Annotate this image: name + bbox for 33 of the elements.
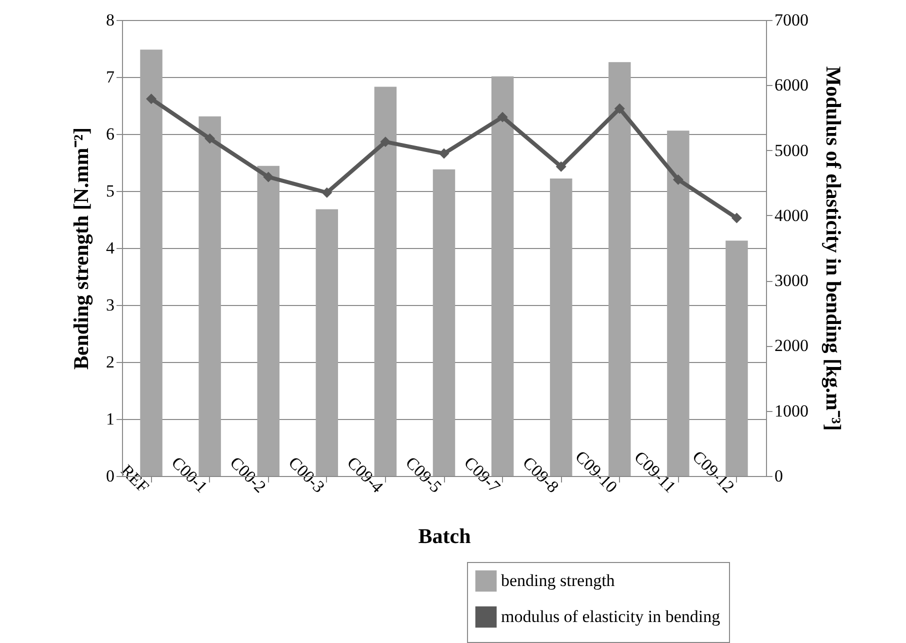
y-tick-label: 5 — [106, 182, 114, 200]
y-tick-label: 6 — [106, 124, 114, 144]
point — [263, 172, 274, 182]
point — [204, 133, 216, 144]
legend-label: modulus of elasticity in bending — [501, 607, 721, 626]
point — [731, 212, 742, 224]
y2-axis-title: Modulus of elasticity in bending [kg.m⁻³] — [822, 66, 846, 431]
y2-tick-label: 0 — [774, 466, 783, 486]
y2-tick-label: 5000 — [774, 140, 808, 160]
y2-tick-label: 4000 — [774, 206, 808, 225]
y-tick-label: 1 — [106, 410, 114, 428]
point — [614, 103, 625, 114]
point — [497, 112, 508, 122]
point — [438, 148, 450, 159]
legend-label: bending strength — [501, 571, 616, 590]
y-axis-title: Bending strength [N.mm⁻²] — [69, 127, 93, 370]
point — [146, 94, 157, 104]
y2-tick-label: 6000 — [774, 76, 808, 95]
point — [380, 136, 391, 148]
x-axis-title: Batch — [418, 524, 472, 548]
y-tick-label: 4 — [106, 238, 115, 258]
y2-tick-label: 2000 — [774, 336, 808, 356]
point — [322, 187, 332, 198]
y2-tick-label: 7000 — [774, 10, 808, 30]
point — [672, 174, 684, 185]
y-tick-label: 3 — [106, 296, 114, 314]
y-tick-label: 8 — [106, 10, 114, 30]
y2-tick-label: 3000 — [774, 271, 808, 290]
point — [556, 161, 566, 172]
y2-tick-label: 1000 — [774, 401, 808, 420]
y-tick-label: 0 — [106, 466, 114, 486]
y-tick-label: 2 — [106, 352, 114, 372]
y-tick-label: 7 — [106, 68, 115, 86]
